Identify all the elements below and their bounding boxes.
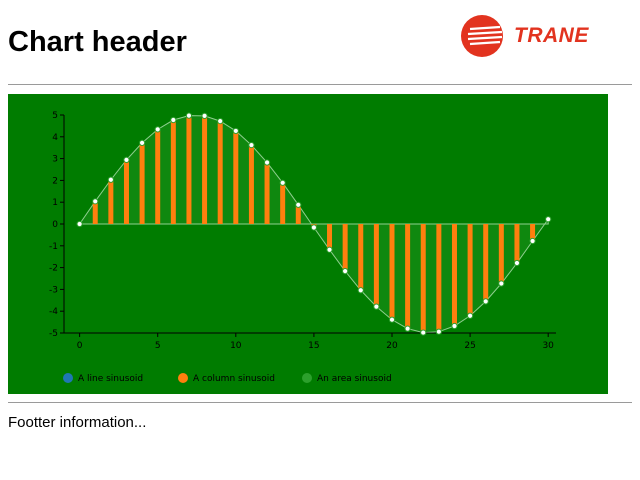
- column-bar: [436, 224, 442, 332]
- column-bar: [389, 224, 395, 320]
- y-tick-label: 3: [52, 155, 58, 165]
- line-point: [248, 141, 255, 149]
- column-bar: [264, 162, 270, 224]
- line-point: [373, 303, 380, 310]
- column-bar: [498, 224, 504, 284]
- line-point: [404, 325, 411, 332]
- y-tick-label: -1: [49, 242, 58, 252]
- line-point: [545, 216, 552, 223]
- line-point: [123, 156, 130, 164]
- line-point: [92, 198, 99, 205]
- column-bar: [92, 201, 98, 224]
- chart: -5 -4 -3 -2 -1 0 1 2 3 4 5 0 5 10 15 20 25 30 A line sinus…: [49, 111, 556, 384]
- y-tick-label: 0: [52, 220, 58, 230]
- x-tick-label: 25: [464, 341, 475, 351]
- y-tick-label: 1: [52, 198, 58, 208]
- column-bar: [342, 224, 348, 272]
- x-tick-label: 15: [308, 341, 319, 351]
- column-bar: [108, 179, 114, 224]
- header-divider: [8, 84, 632, 85]
- footer-text: Footter information...: [8, 414, 147, 431]
- legend-label: An area sinusoid: [317, 374, 392, 384]
- line-point: [482, 298, 489, 305]
- line-point: [76, 220, 83, 228]
- line-point: [279, 179, 286, 186]
- line-point: [138, 139, 146, 147]
- line-point: [357, 287, 364, 294]
- x-tick-label: 10: [230, 341, 242, 351]
- column-bar: [248, 145, 254, 224]
- column-bar: [233, 130, 239, 224]
- line-point: [232, 127, 239, 135]
- line-point: [185, 112, 193, 119]
- column-bar: [139, 142, 145, 224]
- y-tick-label: -4: [49, 307, 58, 317]
- column-bar: [327, 224, 333, 250]
- y-tick-label: -5: [49, 329, 58, 339]
- line-point: [326, 246, 333, 253]
- column-bar: [155, 129, 161, 224]
- y-tick-label: -3: [49, 285, 58, 295]
- y-tick-label: 2: [52, 176, 58, 186]
- line-point: [295, 201, 302, 208]
- column-bar: [123, 159, 129, 224]
- column-bar: [217, 121, 223, 224]
- line-point: [107, 176, 114, 183]
- legend-label: A column sinusoid: [193, 374, 275, 384]
- column-bar: [373, 224, 379, 307]
- x-tick-label: 0: [77, 341, 83, 351]
- y-tick-label: -2: [49, 264, 58, 274]
- legend-marker: [178, 373, 188, 383]
- column-bar: [420, 224, 426, 333]
- legend-marker: [63, 373, 73, 383]
- column-bar: [530, 224, 536, 242]
- trane-globe-icon: [461, 15, 503, 57]
- line-point: [342, 267, 349, 275]
- line-point: [513, 259, 521, 267]
- x-tick-label: 20: [386, 341, 398, 351]
- column-bar: [358, 224, 364, 291]
- column-bar: [451, 224, 457, 327]
- logo-text: TRANE: [514, 24, 589, 47]
- line-point: [170, 116, 177, 124]
- column-bar: [280, 182, 286, 224]
- line-point: [451, 322, 458, 330]
- column-bar: [170, 120, 176, 224]
- chart-panel: -5 -4 -3 -2 -1 0 1 2 3 4 5 0 5 10 15 20 25 30 A line sinus…: [8, 94, 608, 394]
- column-bar: [467, 224, 473, 316]
- column-bar: [483, 224, 489, 302]
- line-point: [388, 316, 396, 323]
- line-point: [529, 237, 536, 245]
- column-bar: [405, 224, 411, 329]
- column-bar: [514, 224, 520, 264]
- x-tick-label: 5: [155, 341, 161, 351]
- column-bar: [186, 115, 192, 224]
- x-tick-label: 30: [542, 341, 554, 351]
- trane-logo: TRANE: [460, 14, 610, 60]
- y-tick-label: 4: [52, 133, 58, 143]
- line-point: [435, 328, 442, 335]
- y-tick-label: 5: [52, 111, 58, 121]
- legend-marker: [302, 373, 312, 383]
- line-point: [154, 126, 161, 133]
- line-point: [466, 312, 474, 319]
- line-point: [310, 224, 318, 231]
- column-bar: [202, 115, 208, 224]
- line-point: [420, 329, 427, 336]
- line-point: [201, 112, 208, 119]
- line-point: [217, 118, 224, 125]
- footer-divider: [8, 402, 632, 403]
- line-point: [498, 280, 505, 287]
- page-title: Chart header: [8, 26, 187, 58]
- line-point: [263, 159, 271, 166]
- legend-label: A line sinusoid: [78, 374, 143, 384]
- column-bar: [295, 204, 301, 224]
